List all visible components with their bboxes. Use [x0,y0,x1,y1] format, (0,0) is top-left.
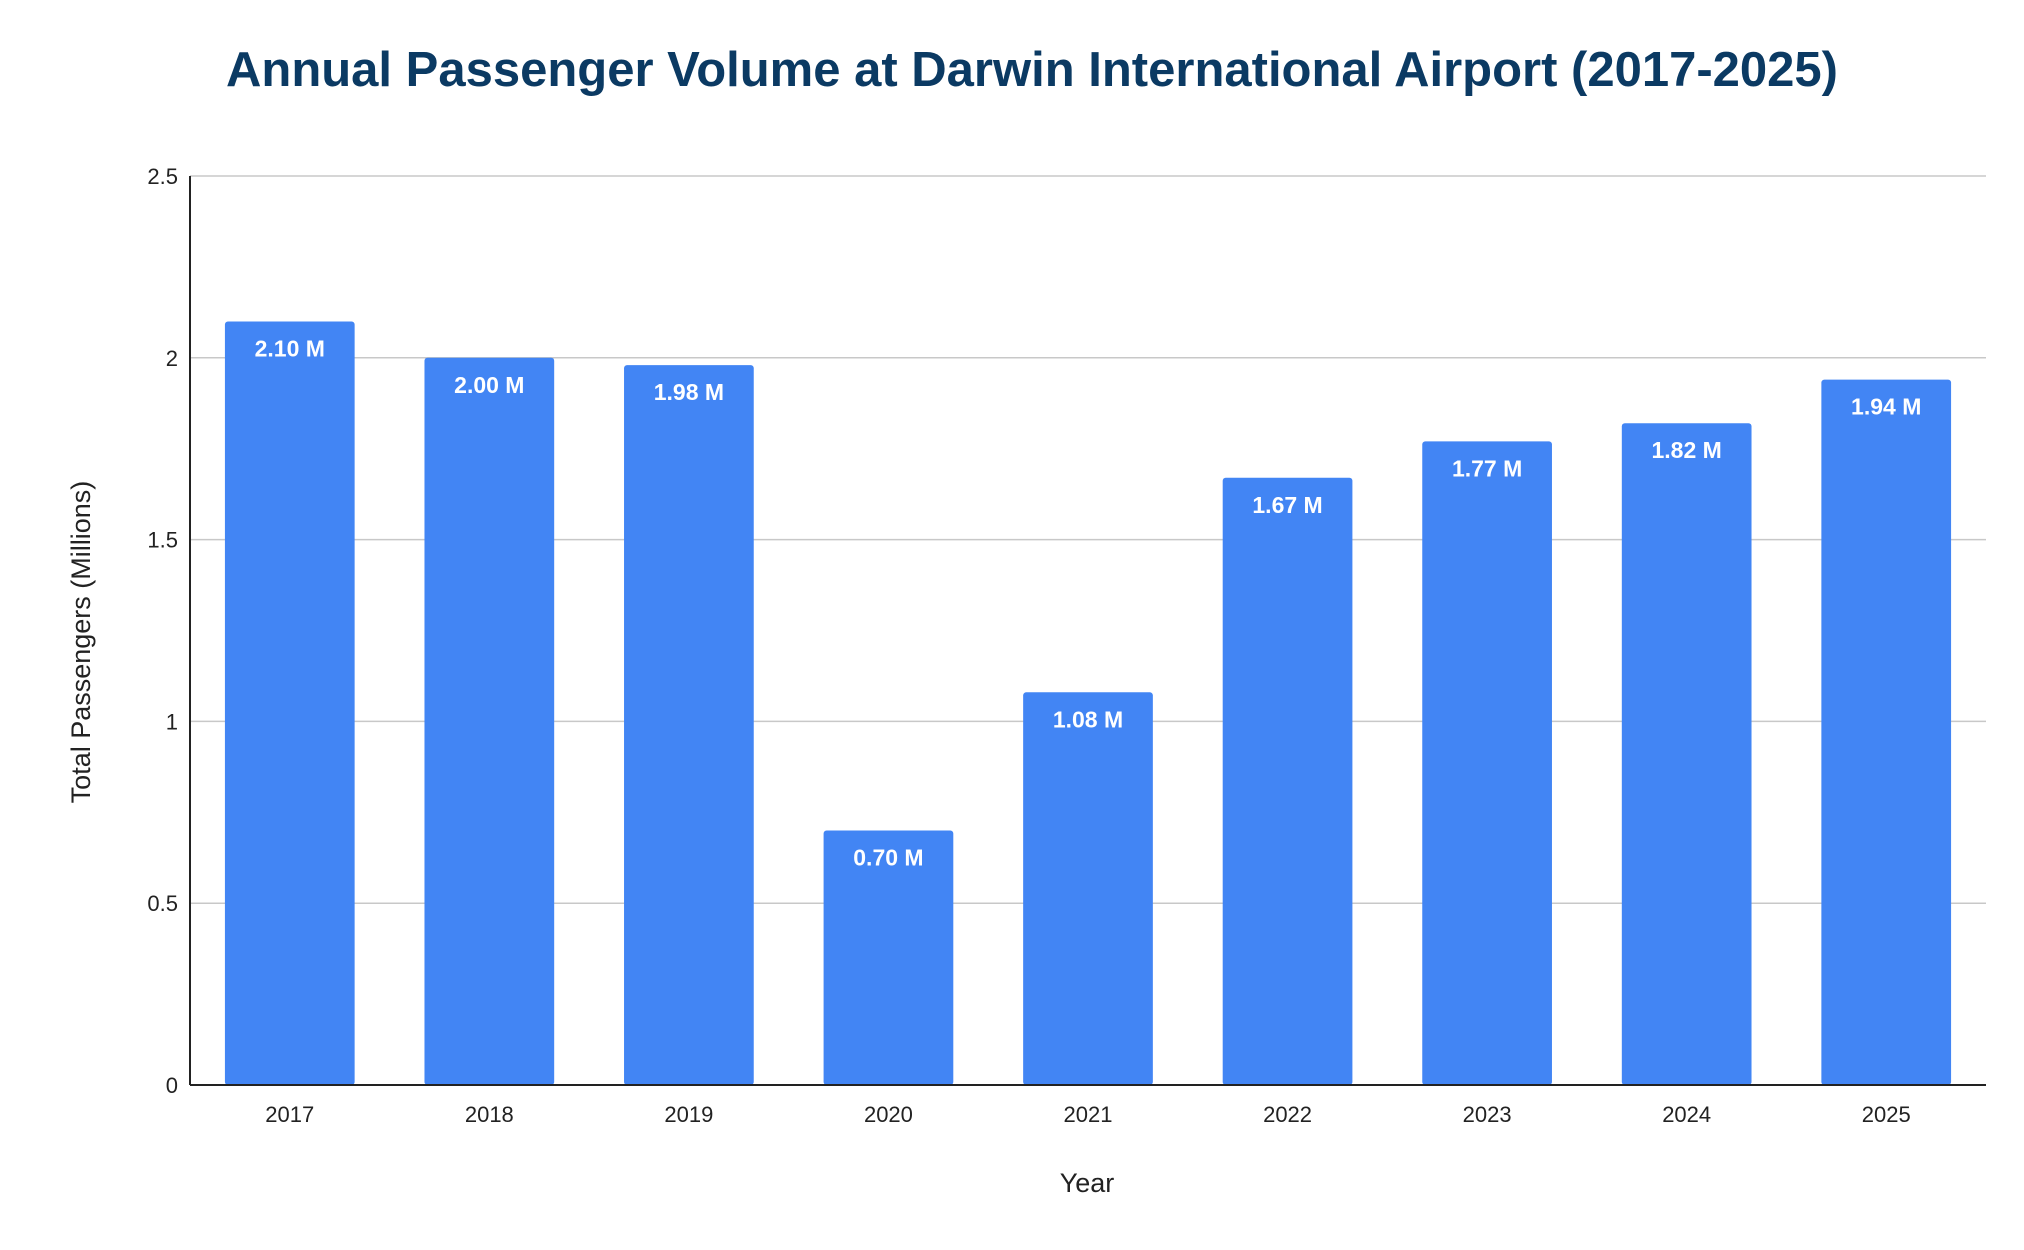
data-label-2025: 1.94 M [1851,394,1921,420]
x-tick-label: 2024 [1662,1102,1711,1127]
y-tick-label: 1.5 [147,528,178,553]
data-label-2018: 2.00 M [454,372,524,398]
bar-2018 [424,357,555,1085]
y-tick-label: 1 [166,709,178,734]
y-tick-label: 0 [166,1073,178,1098]
y-axis-ticks: 0 0.5 1 1.5 2 2.5 [147,164,178,1098]
x-axis-ticks: 2017 2018 2019 2020 2021 2022 2023 2024 2025 [265,1102,1910,1127]
y-tick-label: 2.5 [147,164,178,189]
x-axis-title: Year [1060,1168,1115,1198]
data-label-2020: 0.70 M [853,844,923,870]
data-label-2022: 1.67 M [1252,492,1322,518]
y-tick-label: 0.5 [147,891,178,916]
x-tick-label: 2019 [664,1102,713,1127]
chart-title: Annual Passenger Volume at Darwin Intern… [226,43,1838,97]
x-tick-label: 2018 [465,1102,514,1127]
bar-2024 [1621,423,1752,1085]
x-tick-label: 2020 [864,1102,913,1127]
bar-2020 [823,830,954,1085]
bars [224,321,1952,1086]
data-label-2023: 1.77 M [1452,455,1522,481]
data-label-2017: 2.10 M [255,335,325,361]
bar-2021 [1023,692,1153,1085]
y-tick-label: 2 [166,346,178,371]
x-tick-label: 2017 [265,1102,314,1127]
data-labels: 2.10 M 2.00 M 1.98 M 0.70 M 1.08 M 1.67 M 1.77… [255,335,1922,870]
data-label-2019: 1.98 M [654,379,724,405]
x-tick-label: 2021 [1064,1102,1113,1127]
bar-2022 [1222,477,1353,1086]
bar-2017 [224,321,355,1085]
bar-2023 [1422,441,1552,1086]
x-tick-label: 2023 [1463,1102,1512,1127]
bar-2025 [1821,379,1952,1086]
data-label-2021: 1.08 M [1053,706,1123,732]
bar-2019 [624,365,754,1085]
y-axis-title: Total Passengers (Millions) [66,481,96,804]
x-tick-label: 2022 [1263,1102,1312,1127]
data-label-2024: 1.82 M [1652,437,1722,463]
x-tick-label: 2025 [1862,1102,1911,1127]
